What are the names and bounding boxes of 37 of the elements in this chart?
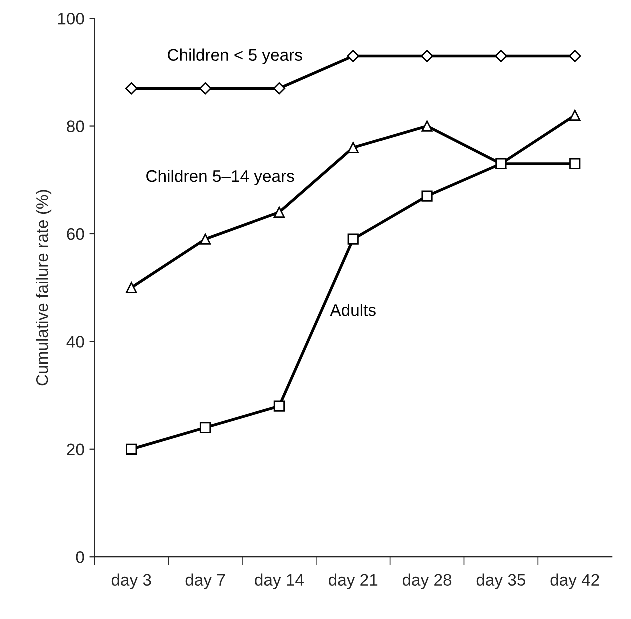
y-tick-label: 100 [58, 12, 84, 25]
y-tick-label: 40 [66, 336, 84, 348]
x-tick-label: day 3 [112, 574, 152, 590]
point [570, 110, 581, 122]
y-axis-title: Cumulative failure rate (%) [36, 190, 52, 386]
y-tick-label: 20 [67, 444, 84, 456]
series-label: Children < 5 years [168, 48, 302, 64]
y-tick-label: 60 [67, 228, 84, 240]
point [569, 50, 582, 62]
y-tick-label: 0 [76, 552, 84, 564]
x-tick-label: day 7 [186, 574, 226, 590]
point [421, 50, 434, 62]
point [126, 282, 138, 294]
y-tick-label: 80 [67, 120, 84, 132]
point [126, 82, 138, 95]
point [348, 142, 359, 154]
point [200, 422, 212, 434]
point [273, 82, 286, 95]
point [495, 50, 508, 62]
series-label: Adults [330, 304, 376, 316]
point [274, 400, 285, 412]
point [348, 234, 359, 245]
x-tick-label: day 14 [255, 574, 304, 590]
point [496, 158, 507, 170]
x-tick-label: day 28 [402, 574, 452, 590]
x-tick-label: day 35 [476, 574, 526, 590]
point [274, 206, 285, 218]
point [570, 158, 581, 170]
x-tick-label: day 21 [329, 574, 378, 590]
point [200, 234, 212, 245]
point [347, 50, 360, 62]
point [126, 444, 138, 455]
x-tick-label: day 42 [550, 574, 600, 590]
series-label: Children 5–14 years [146, 170, 294, 186]
point [422, 120, 433, 132]
point [422, 190, 433, 202]
point [199, 82, 212, 95]
